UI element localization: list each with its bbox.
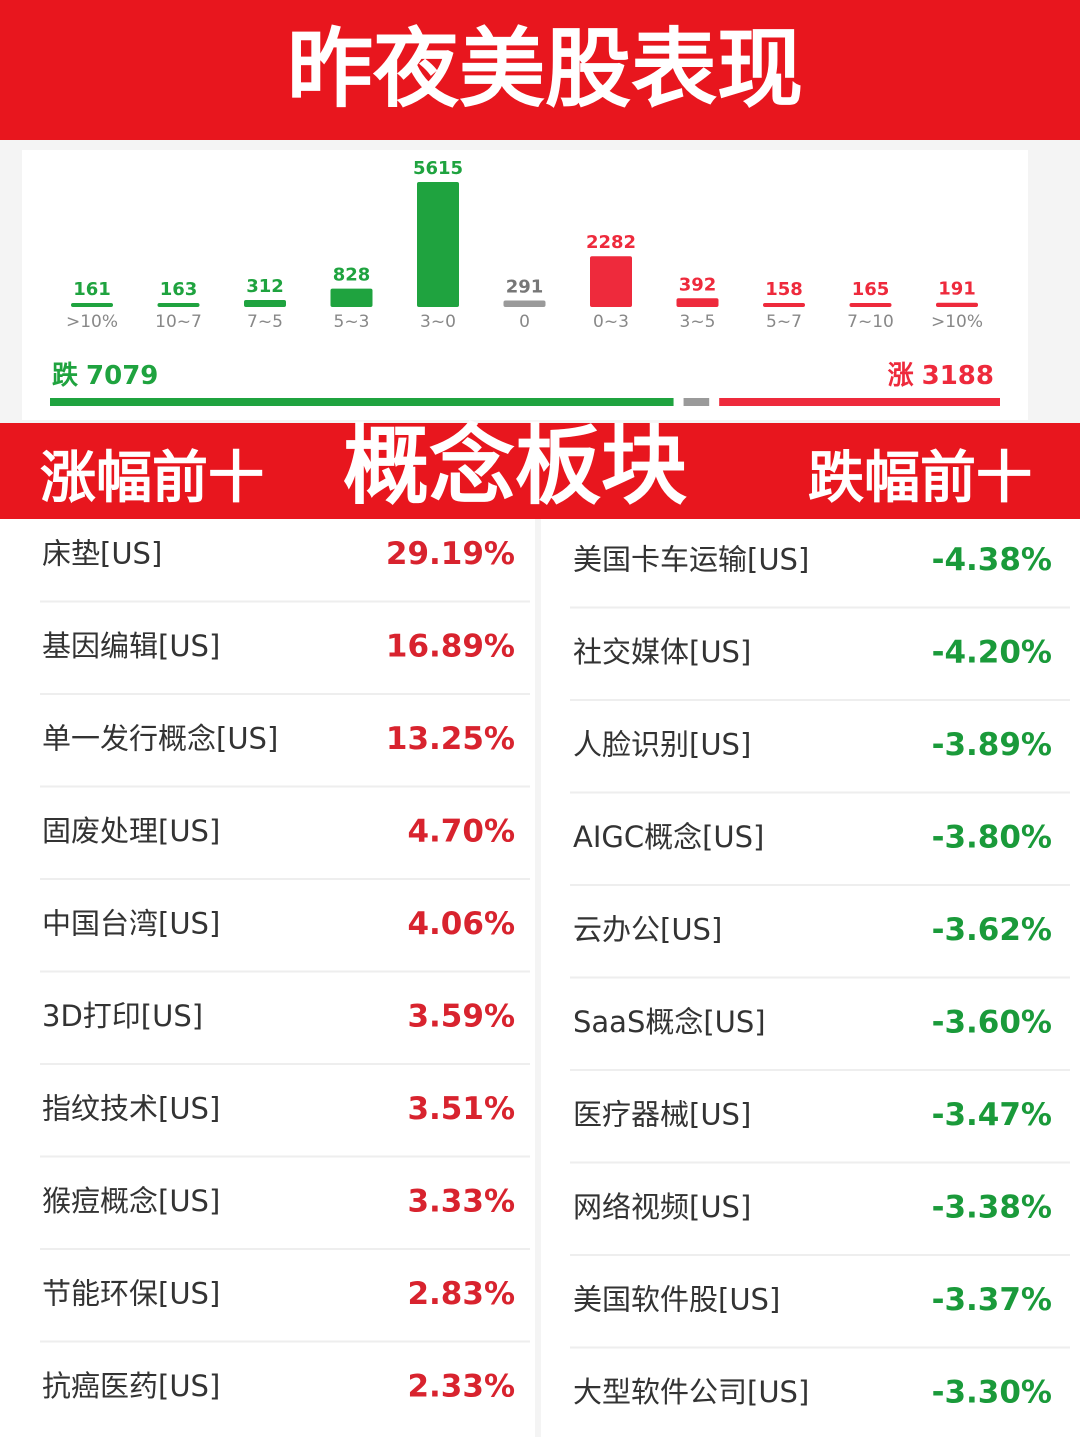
fall-label: 跌 xyxy=(52,361,78,391)
fall-bar xyxy=(50,398,674,406)
concept-change: -3.37% xyxy=(932,1282,1052,1318)
concept-name: 社交媒体[US] xyxy=(573,635,751,669)
category-label: 7~5 xyxy=(247,312,283,332)
fall-total: 跌 7079 xyxy=(52,361,158,391)
title-band xyxy=(0,0,1080,140)
value-label: 312 xyxy=(246,276,284,297)
concept-change: -3.60% xyxy=(932,1004,1052,1040)
concept-change: 13.25% xyxy=(386,721,515,757)
concept-name: AIGC概念[US] xyxy=(573,820,764,854)
category-label: >10% xyxy=(66,312,118,332)
concept-name: 节能环保[US] xyxy=(42,1276,220,1310)
rise-label: 涨 xyxy=(888,361,914,391)
concept-name: 中国台湾[US] xyxy=(42,906,220,940)
concept-change: -3.62% xyxy=(932,912,1052,948)
value-label: 165 xyxy=(852,279,890,300)
category-label: 5~7 xyxy=(766,312,802,332)
concept-name: 网络视频[US] xyxy=(573,1190,751,1224)
category-label: >10% xyxy=(931,312,983,332)
concept-change: -3.80% xyxy=(932,819,1052,855)
concept-name: 指纹技术[US] xyxy=(42,1091,220,1125)
bar xyxy=(417,182,459,307)
bar xyxy=(590,256,632,307)
flat-bar xyxy=(683,398,710,406)
value-label: 2282 xyxy=(586,232,636,253)
concept-change: 4.06% xyxy=(407,906,515,942)
concept-change: 2.33% xyxy=(407,1368,515,1404)
concept-change: 2.83% xyxy=(407,1276,515,1312)
rise-bar xyxy=(719,398,1000,406)
concept-change: -4.38% xyxy=(932,542,1052,578)
concept-name: SaaS概念[US] xyxy=(573,1005,766,1039)
value-label: 828 xyxy=(333,265,371,286)
category-label: 5~3 xyxy=(334,312,370,332)
concept-name: 医疗器械[US] xyxy=(573,1097,751,1131)
fall-value: 7079 xyxy=(86,361,158,391)
concept-change: -3.89% xyxy=(932,727,1052,763)
value-label: 392 xyxy=(679,274,717,295)
concept-name: 人脸识别[US] xyxy=(573,727,751,761)
category-label: 10~7 xyxy=(155,312,202,332)
concept-name: 大型软件公司[US] xyxy=(573,1375,809,1409)
concept-change: -3.47% xyxy=(932,1097,1052,1133)
banner-right: 跌幅前十 xyxy=(808,446,1032,511)
bar xyxy=(763,303,805,307)
value-label: 161 xyxy=(73,279,111,300)
banner xyxy=(0,423,1080,519)
concept-change: 3.51% xyxy=(407,1091,515,1127)
concept-change: -4.20% xyxy=(932,634,1052,670)
concept-name: 云办公[US] xyxy=(573,912,722,946)
bar xyxy=(849,303,892,307)
concept-name: 美国卡车运输[US] xyxy=(573,542,809,576)
concept-name: 基因编辑[US] xyxy=(42,629,220,663)
concept-change: 3.59% xyxy=(407,998,515,1034)
banner-center: 概念板块 xyxy=(343,416,687,516)
value-label: 191 xyxy=(938,279,976,300)
chart-card xyxy=(22,150,1028,420)
concept-name: 抗癌医药[US] xyxy=(42,1369,220,1403)
concept-name: 单一发行概念[US] xyxy=(42,721,278,755)
bar xyxy=(936,302,978,307)
banner-left: 涨幅前十 xyxy=(40,446,264,511)
concept-change: -3.38% xyxy=(932,1189,1052,1225)
concept-name: 猴痘概念[US] xyxy=(42,1184,220,1218)
bar xyxy=(676,298,719,307)
gainers-panel xyxy=(0,519,535,1437)
bar xyxy=(71,303,113,307)
category-label: 3~5 xyxy=(680,312,716,332)
concept-change: 16.89% xyxy=(386,628,515,664)
bar xyxy=(503,300,546,307)
concept-change: 29.19% xyxy=(386,536,515,572)
rise-value: 3188 xyxy=(922,361,994,391)
bar xyxy=(157,303,200,307)
concept-name: 美国软件股[US] xyxy=(573,1282,780,1316)
value-label: 163 xyxy=(160,279,198,300)
value-label: 158 xyxy=(765,279,803,300)
rise-total: 涨 3188 xyxy=(888,361,994,391)
category-label: 3~0 xyxy=(420,312,456,332)
category-label: 0 xyxy=(519,312,530,332)
concept-name: 3D打印[US] xyxy=(42,999,203,1033)
bar xyxy=(244,300,286,307)
category-label: 7~10 xyxy=(847,312,894,332)
concept-change: -3.30% xyxy=(932,1374,1052,1410)
value-label: 5615 xyxy=(413,158,463,179)
value-label: 291 xyxy=(506,277,544,298)
concept-change: 4.70% xyxy=(407,813,515,849)
category-label: 0~3 xyxy=(593,312,629,332)
concept-name: 固废处理[US] xyxy=(42,814,220,848)
concept-name: 床垫[US] xyxy=(42,536,162,570)
concept-change: 3.33% xyxy=(407,1183,515,1219)
page-title: 昨夜美股表现 xyxy=(287,19,803,119)
bar xyxy=(330,288,373,307)
